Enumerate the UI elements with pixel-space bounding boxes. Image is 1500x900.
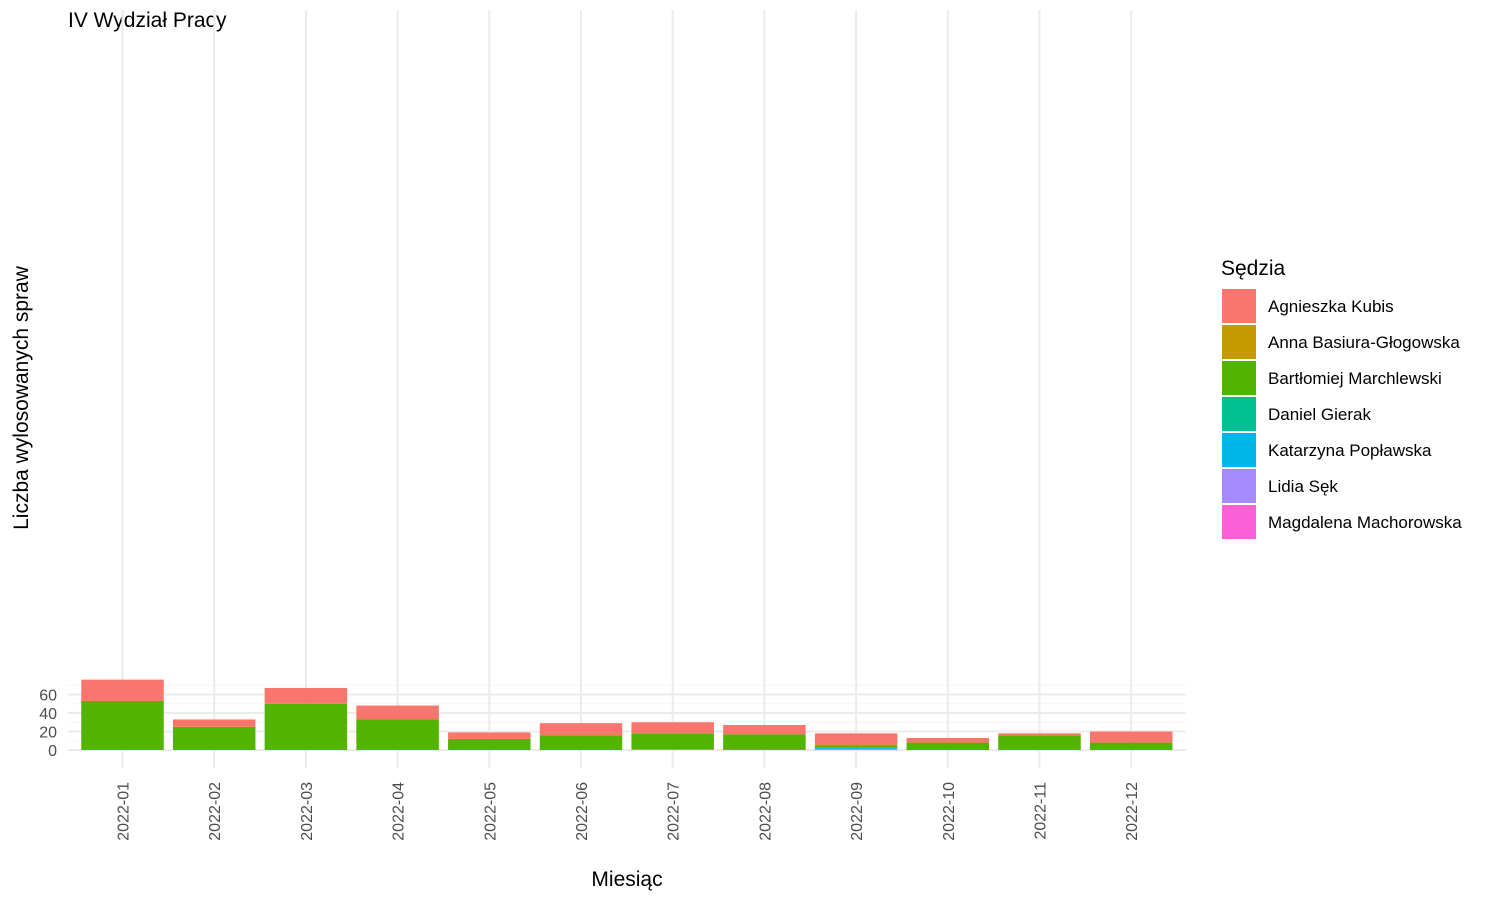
bar-2022-06-bart-omiej-marchlewski [539, 735, 623, 750]
legend-key [1222, 397, 1256, 431]
chart-title: IV Wydział Pracy [68, 9, 227, 32]
bar-2022-05-agnieszka-kubis [448, 732, 531, 739]
bar-2022-03-bart-omiej-marchlewski [264, 703, 348, 750]
bar-2022-05-bart-omiej-marchlewski [448, 738, 531, 750]
legend-key [1222, 325, 1256, 359]
legend-label: Agnieszka Kubis [1268, 297, 1394, 316]
legend-label: Lidia Sęk [1268, 477, 1338, 496]
x-tick-label: 2022-12 [1124, 782, 1141, 841]
legend-label: Daniel Gierak [1268, 405, 1371, 424]
legend-label: Anna Basiura-Głogowska [1268, 333, 1460, 352]
legend-label: Katarzyna Popławska [1268, 441, 1432, 460]
bar-2022-08-agnieszka-kubis [723, 725, 806, 735]
bar-2022-12-agnieszka-kubis [1089, 731, 1173, 743]
bar-2022-02-bart-omiej-marchlewski [172, 726, 256, 750]
bars [81, 679, 1173, 750]
x-tick-label: 2022-05 [482, 782, 499, 841]
legend-key [1222, 361, 1256, 395]
legend-key [1222, 469, 1256, 503]
legend-title: Sędzia [1221, 257, 1286, 280]
y-tick-label: 60 [39, 687, 57, 704]
bar-2022-01-bart-omiej-marchlewski [81, 700, 164, 750]
bar-2022-11-agnieszka-kubis [998, 733, 1081, 736]
bar-2022-07-magdalena-machorowska [631, 749, 714, 750]
legend-key [1222, 505, 1256, 539]
x-tick-label: 2022-09 [849, 782, 866, 841]
x-tick-label: 2022-07 [666, 782, 683, 841]
bar-2022-03-agnieszka-kubis [264, 687, 348, 704]
bar-2022-09-anna-basiura-g-ogowska [814, 744, 898, 746]
y-tick-label: 20 [39, 724, 57, 741]
legend-label: Bartłomiej Marchlewski [1268, 369, 1442, 388]
grid [68, 10, 1186, 768]
bar-2022-09-daniel-gierak [814, 747, 898, 749]
x-tick-label: 2022-03 [299, 782, 316, 841]
legend: Sędzia Agnieszka Kubis Anna Basiura-Głogo… [1221, 257, 1462, 539]
bar-2022-09-agnieszka-kubis [814, 733, 898, 745]
x-axis-title: Miesiąc [591, 868, 662, 891]
bar-2022-09-lidia-s-k [814, 749, 898, 750]
bar-2022-04-bart-omiej-marchlewski [356, 719, 439, 750]
x-tick-label: 2022-11 [1033, 782, 1050, 840]
x-tick-label: 2022-02 [207, 782, 224, 841]
x-tick-label: 2022-06 [574, 782, 591, 841]
bar-2022-11-bart-omiej-marchlewski [998, 735, 1081, 750]
x-tick-label: 2022-10 [941, 782, 958, 841]
bar-2022-06-agnieszka-kubis [539, 723, 623, 736]
bar-2022-10-agnieszka-kubis [906, 737, 990, 743]
bar-2022-04-agnieszka-kubis [356, 705, 439, 720]
x-axis: 2022-01 2022-02 2022-03 2022-04 2022-05 2022-… [116, 782, 1142, 841]
x-tick-label: 2022-01 [116, 782, 133, 841]
y-tick-label: 40 [39, 706, 57, 723]
y-axis-title: Liczba wylosowanych spraw [10, 265, 33, 530]
y-tick-label: 0 [48, 743, 57, 760]
legend-key [1222, 289, 1256, 323]
bar-2022-01-agnieszka-kubis [81, 679, 164, 701]
bar-2022-02-agnieszka-kubis [172, 719, 256, 727]
legend-label: Magdalena Machorowska [1268, 513, 1462, 532]
bar-2022-08-katarzyna-pop-awska [723, 749, 806, 750]
bar-2022-08-bart-omiej-marchlewski [723, 734, 806, 750]
bar-2022-10-bart-omiej-marchlewski [906, 742, 990, 750]
bar-2022-07-agnieszka-kubis [631, 722, 714, 734]
bar-2022-09-bart-omiej-marchlewski [814, 745, 898, 748]
bar-2022-09-katarzyna-pop-awska [814, 748, 898, 750]
bar-2022-07-bart-omiej-marchlewski [631, 733, 714, 750]
x-tick-label: 2022-08 [757, 782, 774, 841]
legend-key [1222, 433, 1256, 467]
x-tick-label: 2022-04 [391, 782, 408, 841]
bar-2022-12-bart-omiej-marchlewski [1089, 742, 1173, 750]
